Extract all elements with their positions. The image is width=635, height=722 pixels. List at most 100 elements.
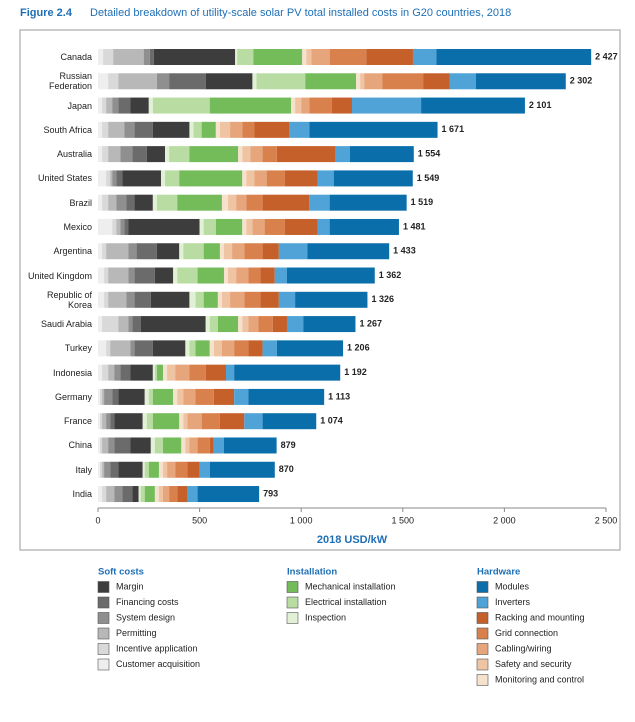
- bar-segment: [130, 97, 149, 114]
- bar-segment: [144, 461, 149, 478]
- bar-segment: [156, 73, 170, 90]
- bar-segment: [356, 73, 361, 90]
- bar-segment: [219, 413, 245, 430]
- bar-segment: [260, 267, 275, 284]
- bar-segment: [242, 316, 249, 333]
- bar-segment: [449, 73, 476, 90]
- bar-segment: [165, 146, 170, 163]
- bar-segment: [118, 461, 143, 478]
- legend-label: Inverters: [495, 597, 531, 607]
- legend-label: Grid connection: [495, 628, 558, 638]
- total-label: 870: [279, 464, 294, 474]
- bar-segment: [421, 97, 525, 114]
- bar-segment: [130, 437, 151, 454]
- bar-segment: [238, 146, 243, 163]
- y-tick-label: Germany: [54, 391, 92, 402]
- legend-swatch: [286, 612, 299, 624]
- bar-segment: [219, 121, 231, 138]
- bar-segment: [203, 218, 216, 235]
- bar-segment: [102, 194, 109, 211]
- bar-segment: [209, 316, 218, 333]
- bar-segment: [152, 97, 210, 114]
- bar-segment: [102, 486, 107, 503]
- bar-segment: [228, 194, 237, 211]
- bar-segment: [329, 49, 367, 65]
- bar-segment: [100, 388, 103, 405]
- bar-segment: [98, 486, 103, 503]
- bar-segment: [104, 461, 111, 478]
- bar-segment: [317, 170, 334, 187]
- bar-segment: [175, 461, 188, 478]
- legend-label: Modules: [495, 581, 530, 591]
- bar-segment: [146, 146, 166, 163]
- bar-segment: [258, 316, 273, 333]
- total-label: 1 671: [442, 124, 465, 134]
- bar-segment: [291, 97, 296, 114]
- figure-label: Figure 2.4: [20, 7, 73, 19]
- total-label: 1 554: [418, 148, 441, 158]
- bar-segment: [248, 267, 261, 284]
- bar-segment: [197, 267, 224, 284]
- bar-segment: [98, 413, 101, 430]
- total-label: 793: [263, 488, 278, 498]
- bar-segment: [286, 316, 304, 333]
- bar-segment: [106, 340, 111, 357]
- bar-segment: [112, 97, 119, 114]
- bar-segment: [150, 437, 155, 454]
- bar-segment: [272, 316, 287, 333]
- bar-segment: [138, 486, 141, 503]
- bar-segment: [234, 340, 249, 357]
- y-tick-label: Italy: [75, 464, 92, 475]
- bar-segment: [106, 486, 115, 503]
- bar-segment: [98, 97, 103, 114]
- bar-segment: [128, 267, 135, 284]
- bar-segment: [226, 364, 235, 381]
- legend-swatch: [97, 612, 110, 624]
- bar-segment: [262, 243, 279, 260]
- bar-segment: [213, 388, 235, 405]
- bar-segment: [209, 340, 214, 357]
- y-tick-label: South Africa: [43, 124, 92, 135]
- bar-segment: [278, 291, 296, 308]
- bar-segment: [104, 291, 109, 308]
- bar-segment: [118, 73, 157, 90]
- bar-segment: [238, 316, 243, 333]
- bar-segment: [130, 340, 135, 357]
- bar-segment: [262, 194, 310, 211]
- x-tick-label: 0: [95, 515, 100, 525]
- bar-segment: [112, 218, 117, 235]
- bar-segment: [177, 388, 184, 405]
- bar-segment: [110, 170, 113, 187]
- bar-segment: [183, 388, 196, 405]
- bar-segment: [228, 267, 237, 284]
- bar-segment: [221, 340, 235, 357]
- x-tick-label: 500: [192, 515, 207, 525]
- bar-segment: [244, 243, 263, 260]
- bar-segment: [352, 97, 422, 114]
- total-label: 2 302: [570, 76, 593, 86]
- bar-segment: [132, 146, 147, 163]
- bar-segment: [333, 170, 413, 187]
- bar-segment: [120, 364, 131, 381]
- x-tick-label: 2 500: [595, 515, 618, 525]
- bar-segment: [165, 170, 180, 187]
- legend-swatch: [97, 643, 110, 655]
- bar-segment: [179, 413, 184, 430]
- bar-segment: [134, 340, 153, 357]
- bar-segment: [152, 194, 157, 211]
- total-label: 1 326: [371, 294, 394, 304]
- bar-segment: [185, 340, 190, 357]
- bar-segment: [103, 49, 114, 65]
- bar-segment: [217, 291, 222, 308]
- bar-segment: [163, 364, 168, 381]
- bar-segment: [262, 413, 317, 430]
- legend-label: System design: [116, 612, 175, 622]
- legend-swatch: [97, 596, 110, 609]
- bar-segment: [108, 291, 127, 308]
- legend-swatch: [97, 658, 110, 671]
- bar-segment: [102, 146, 109, 163]
- bar-segment: [118, 316, 129, 333]
- y-tick-label: Turkey: [64, 343, 92, 354]
- legend-label: Incentive application: [116, 643, 198, 653]
- bar-segment: [187, 486, 198, 503]
